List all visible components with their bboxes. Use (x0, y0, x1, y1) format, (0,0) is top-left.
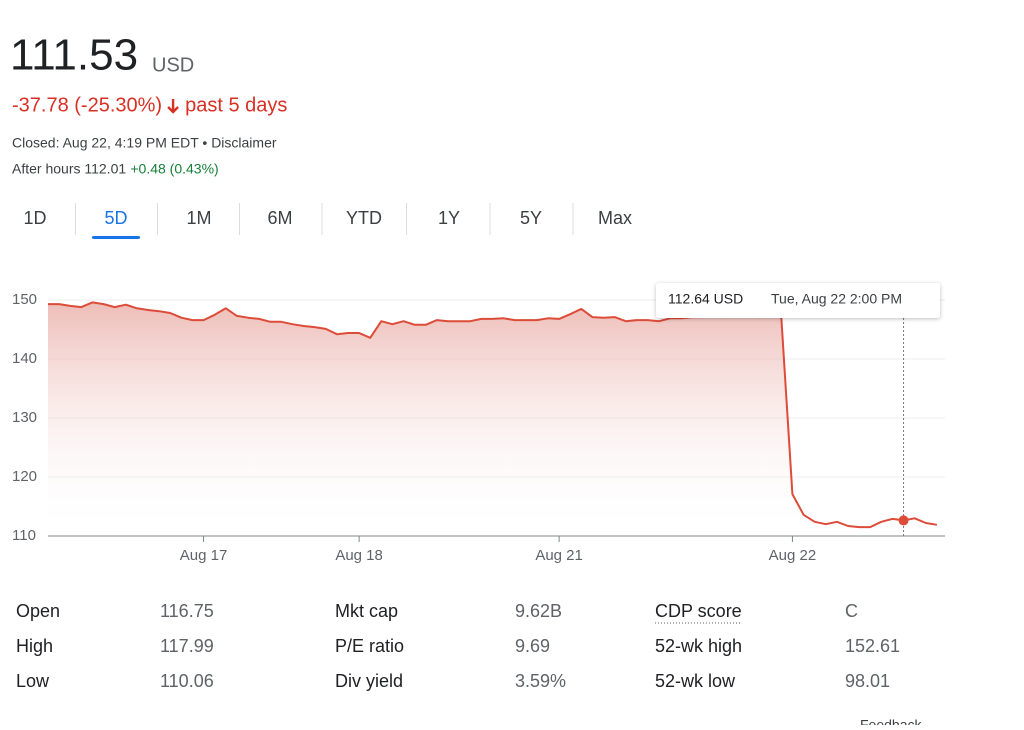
y-tick-label: 110 (12, 527, 36, 544)
range-tab[interactable]: 6M (267, 208, 292, 228)
after-hours: After hours 112.01 (12, 161, 126, 177)
tooltip-date: Tue, Aug 22 2:00 PM (771, 291, 902, 307)
range-tab[interactable]: 5Y (520, 208, 542, 228)
stat-value: 3.59% (515, 671, 566, 691)
stat-label: P/E ratio (335, 636, 404, 656)
range-tab[interactable]: YTD (346, 208, 382, 228)
stat-value: 152.61 (845, 636, 900, 656)
chart: 110 120 130 140 150 Aug 17 Aug 18 Aug 21 Aug 22 1… (12, 283, 945, 564)
range-tab[interactable]: 1M (186, 208, 211, 228)
down-arrow (167, 99, 179, 114)
feedback[interactable]: Feedback (860, 717, 922, 730)
price-line (48, 301, 938, 529)
range-tabs: 1D 5D 1M 6M YTD 1Y 5Y Max (23, 203, 632, 239)
change: -37.78 (-25.30%) (12, 94, 162, 116)
range-tab[interactable]: 1D (23, 208, 46, 228)
tooltip-value: 112.64 USD (668, 291, 743, 307)
x-tick-label: Aug 22 (769, 547, 817, 564)
tooltip-box (656, 283, 940, 318)
stat-value: C (845, 601, 858, 621)
period: past 5 days (185, 94, 287, 116)
stat-label: CDP score (655, 601, 742, 621)
tab-underline (92, 236, 140, 239)
range-tab[interactable]: 5D (104, 208, 127, 228)
currency: USD (152, 54, 194, 76)
stat-label: 52-wk high (655, 636, 742, 656)
closed-info: Closed: Aug 22, 4:19 PM EDT • Disclaimer (12, 135, 277, 151)
stats-table: Open 116.75 Mkt cap 9.62B CDP score C High 117.… (16, 601, 900, 691)
range-tab[interactable]: Max (598, 208, 632, 228)
stat-label: Div yield (335, 671, 403, 691)
stat-label: High (16, 636, 53, 656)
stat-value: 117.99 (160, 636, 214, 656)
x-tick-label: Aug 21 (535, 547, 583, 564)
y-tick-label: 130 (12, 409, 37, 426)
price: 111.53 (10, 31, 138, 80)
stat-value: 9.69 (515, 636, 550, 656)
stat-value: 9.62B (515, 601, 562, 621)
stat-value: 98.01 (845, 671, 890, 691)
y-tick-label: 140 (12, 350, 37, 367)
stat-label: 52-wk low (655, 671, 736, 691)
stat-label: Low (16, 671, 50, 691)
after-hours-change: +0.48 (0.43%) (130, 161, 218, 177)
stat-label: Mkt cap (335, 601, 398, 621)
x-tick-label: Aug 17 (180, 547, 228, 564)
hover-point (898, 515, 909, 526)
stat-value: 116.75 (160, 601, 214, 621)
area (48, 302, 937, 536)
y-tick-label: 150 (12, 291, 37, 308)
range-tab[interactable]: 1Y (438, 208, 460, 228)
y-tick-label: 120 (12, 468, 37, 485)
x-tick-label: Aug 18 (335, 547, 383, 564)
stat-label: Open (16, 601, 60, 621)
stat-value: 110.06 (160, 671, 214, 691)
